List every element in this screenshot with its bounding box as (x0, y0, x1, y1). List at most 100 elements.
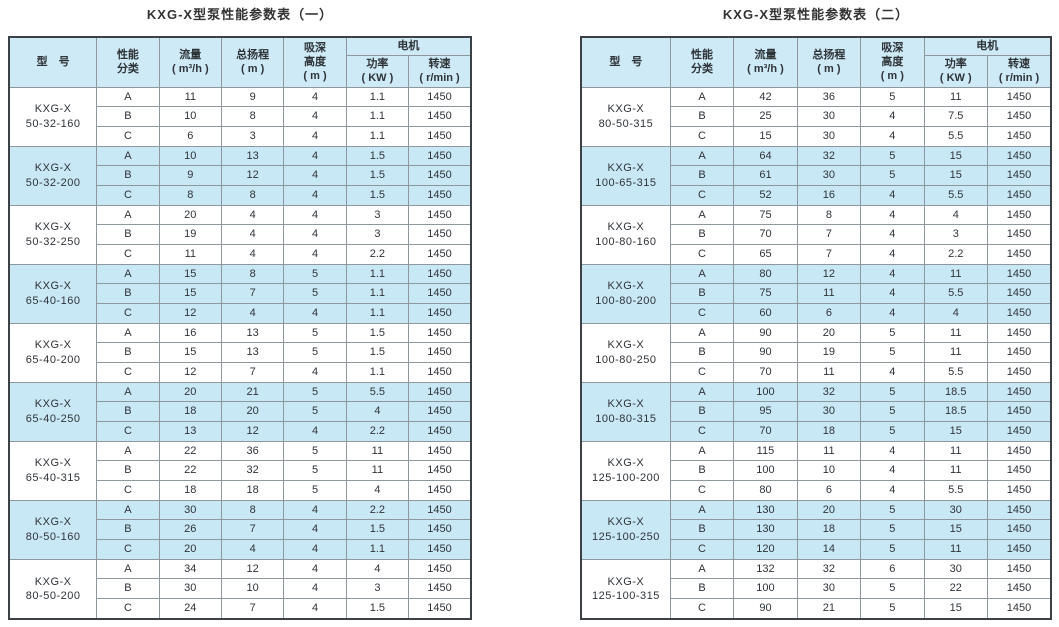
speed-value-cell: 1450 (986, 479, 1052, 501)
power-value-cell: 5.5 (923, 283, 988, 304)
power-value-cell: 4 (923, 302, 988, 324)
power-value-cell: 2.2 (923, 243, 988, 265)
category-cell: C (669, 302, 735, 324)
flow-value-cell: 75 (733, 283, 798, 304)
flow-value-cell: 6 (158, 125, 222, 147)
flow-value-cell: 22 (158, 460, 222, 481)
power-value-cell: 1.1 (345, 86, 410, 108)
speed-value-cell: 1450 (986, 597, 1052, 620)
table-row: C 8 8 4 1.5 1450 (9, 184, 472, 206)
head-value-cell: 7 (220, 597, 285, 620)
table-row: KXG-X 100-80-200 A 80 12 4 11 1450 (580, 263, 1052, 324)
suction-value-cell: 5 (860, 519, 925, 540)
flow-value-cell: 90 (733, 597, 798, 620)
category-cell: B (96, 519, 160, 540)
head-value-cell: 4 (220, 302, 285, 324)
power-value-cell: 15 (923, 165, 988, 186)
speed-value-cell: 1450 (408, 283, 472, 304)
model-cell: KXG-X 100-65-315 (580, 145, 671, 206)
col-header-model: 型 号 (8, 36, 98, 88)
speed-value-cell: 1450 (408, 165, 472, 186)
power-value-cell: 15 (923, 420, 988, 442)
power-value-cell: 22 (923, 578, 988, 599)
suction-value-cell: 4 (283, 145, 347, 167)
speed-value-cell: 1450 (986, 342, 1052, 363)
suction-value-cell: 5 (283, 401, 347, 422)
table-row: KXG-X 50-32-160 A 11 9 4 1.1 1450 (8, 86, 472, 147)
category-cell: B (96, 165, 160, 186)
flow-value-cell: 100 (733, 578, 798, 599)
head-value-cell: 13 (220, 342, 285, 363)
model-cell: KXG-X 65-40-200 (8, 322, 98, 383)
model-cell: KXG-X 65-40-315 (8, 440, 98, 501)
flow-value-cell: 90 (733, 342, 798, 363)
category-cell: A (669, 204, 735, 226)
suction-value-cell: 4 (283, 165, 347, 186)
category-cell: B (669, 401, 735, 422)
power-value-cell: 18.5 (923, 401, 988, 422)
category-cell: C (96, 420, 160, 442)
category-cell: A (669, 145, 735, 167)
flow-value-cell: 130 (733, 499, 798, 521)
flow-value-cell: 64 (733, 145, 798, 167)
flow-value-cell: 10 (158, 106, 222, 127)
power-value-cell: 30 (923, 499, 988, 521)
suction-value-cell: 4 (860, 224, 925, 245)
power-value-cell: 3 (345, 224, 410, 245)
model-cell: KXG-X 65-40-160 (8, 263, 98, 324)
category-cell: A (96, 499, 160, 521)
speed-value-cell: 1450 (986, 106, 1052, 127)
suction-value-cell: 5 (860, 578, 925, 599)
speed-value-cell: 1450 (408, 519, 472, 540)
suction-value-cell: 5 (860, 86, 925, 108)
head-value-cell: 7 (796, 224, 862, 245)
flow-value-cell: 8 (158, 184, 222, 206)
power-value-cell: 1.5 (345, 184, 410, 206)
head-value-cell: 6 (796, 479, 862, 501)
speed-value-cell: 1450 (408, 224, 472, 245)
head-value-cell: 30 (796, 578, 862, 599)
power-value-cell: 2.2 (345, 499, 410, 521)
model-cell: KXG-X 50-32-160 (8, 86, 98, 147)
head-value-cell: 12 (796, 263, 862, 285)
speed-value-cell: 1450 (408, 263, 472, 285)
flow-value-cell: 11 (158, 243, 222, 265)
col-header-speed: 转速 ( r/min ) (408, 54, 472, 88)
speed-value-cell: 1450 (986, 302, 1052, 324)
table-row: B 95 30 5 18.5 1450 (581, 401, 1052, 422)
flow-value-cell: 70 (733, 224, 798, 245)
head-value-cell: 4 (220, 538, 285, 560)
power-value-cell: 3 (345, 578, 410, 599)
head-value-cell: 13 (220, 322, 285, 344)
col-header-flow: 流量 ( m³/h ) (158, 36, 222, 88)
speed-value-cell: 1450 (408, 322, 472, 344)
suction-value-cell: 4 (283, 538, 347, 560)
head-value-cell: 8 (220, 106, 285, 127)
suction-value-cell: 5 (283, 263, 347, 285)
flow-value-cell: 70 (733, 420, 798, 442)
table-row: KXG-X 65-40-160 A 15 8 5 1.1 1450 (8, 263, 472, 324)
power-value-cell: 11 (923, 322, 988, 344)
category-cell: B (96, 224, 160, 245)
suction-value-cell: 5 (860, 499, 925, 521)
category-cell: A (669, 440, 735, 462)
power-value-cell: 15 (923, 597, 988, 620)
head-value-cell: 7 (220, 283, 285, 304)
power-value-cell: 11 (923, 460, 988, 481)
suction-value-cell: 5 (860, 401, 925, 422)
suction-value-cell: 5 (860, 145, 925, 167)
head-value-cell: 12 (220, 420, 285, 442)
table-row: C 12 4 4 1.1 1450 (9, 302, 472, 324)
power-value-cell: 7.5 (923, 106, 988, 127)
flow-value-cell: 19 (158, 224, 222, 245)
head-value-cell: 7 (220, 361, 285, 383)
suction-value-cell: 4 (283, 499, 347, 521)
power-value-cell: 4 (345, 558, 410, 580)
head-value-cell: 7 (796, 243, 862, 265)
model-cell: KXG-X 80-50-315 (580, 86, 671, 147)
head-value-cell: 12 (220, 558, 285, 580)
power-value-cell: 1.5 (345, 165, 410, 186)
header-row-top: 型 号性能 分类 流量 ( m³/h ) 总扬程 ( m ) 吸深 高度 ( m ) 电… (8, 36, 472, 88)
flow-value-cell: 15 (158, 342, 222, 363)
suction-value-cell: 5 (283, 381, 347, 403)
